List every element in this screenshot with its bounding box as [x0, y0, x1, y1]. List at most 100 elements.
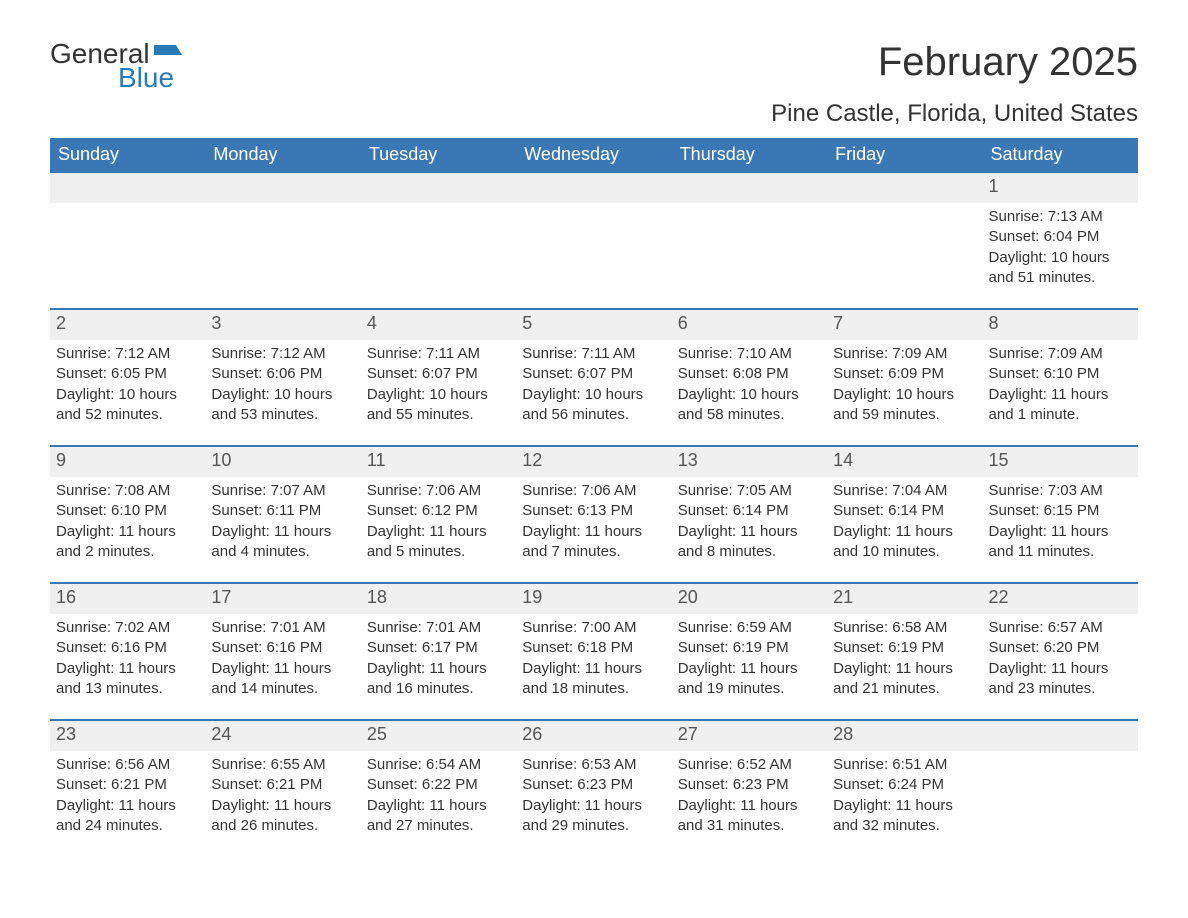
day1-text: Daylight: 11 hours [211, 522, 354, 542]
page-title: February 2025 [878, 40, 1138, 85]
sunrise-text: Sunrise: 6:52 AM [678, 755, 821, 775]
daynum-row: 1 [50, 172, 1138, 203]
weekday-header: Wednesday [516, 138, 671, 172]
day1-text: Daylight: 11 hours [678, 796, 821, 816]
weekday-header: Monday [205, 138, 360, 172]
day-number: 28 [827, 720, 982, 751]
day-cell: Sunrise: 6:57 AMSunset: 6:20 PMDaylight:… [983, 614, 1138, 720]
day2-text: and 23 minutes. [989, 679, 1132, 699]
day-cell-content: Sunrise: 7:01 AMSunset: 6:17 PMDaylight:… [367, 614, 510, 699]
day-cell-content: Sunrise: 7:08 AMSunset: 6:10 PMDaylight:… [56, 477, 199, 562]
day-number [983, 720, 1138, 751]
header-row: General Blue February 2025 [50, 40, 1138, 92]
content-row: Sunrise: 6:56 AMSunset: 6:21 PMDaylight:… [50, 751, 1138, 856]
day-number: 1 [983, 172, 1138, 203]
day-cell-content: Sunrise: 7:09 AMSunset: 6:09 PMDaylight:… [833, 340, 976, 425]
sunset-text: Sunset: 6:14 PM [678, 501, 821, 521]
day-number: 25 [361, 720, 516, 751]
day1-text: Daylight: 11 hours [833, 659, 976, 679]
day1-text: Daylight: 11 hours [211, 796, 354, 816]
sunset-text: Sunset: 6:20 PM [989, 638, 1132, 658]
day-number: 4 [361, 309, 516, 340]
day2-text: and 21 minutes. [833, 679, 976, 699]
day-cell: Sunrise: 7:11 AMSunset: 6:07 PMDaylight:… [516, 340, 671, 446]
day-number: 26 [516, 720, 671, 751]
day-number: 16 [50, 583, 205, 614]
sunrise-text: Sunrise: 7:07 AM [211, 481, 354, 501]
day2-text: and 58 minutes. [678, 405, 821, 425]
day-number [205, 172, 360, 203]
sunrise-text: Sunrise: 7:06 AM [522, 481, 665, 501]
day1-text: Daylight: 11 hours [367, 796, 510, 816]
day-cell [205, 203, 360, 309]
day2-text: and 55 minutes. [367, 405, 510, 425]
sunrise-text: Sunrise: 7:10 AM [678, 344, 821, 364]
sunset-text: Sunset: 6:16 PM [56, 638, 199, 658]
day1-text: Daylight: 11 hours [989, 385, 1132, 405]
weekday-header: Sunday [50, 138, 205, 172]
day-number: 14 [827, 446, 982, 477]
day-number [361, 172, 516, 203]
sunrise-text: Sunrise: 7:00 AM [522, 618, 665, 638]
sunset-text: Sunset: 6:22 PM [367, 775, 510, 795]
day-cell-content: Sunrise: 6:52 AMSunset: 6:23 PMDaylight:… [678, 751, 821, 836]
day-cell: Sunrise: 6:59 AMSunset: 6:19 PMDaylight:… [672, 614, 827, 720]
day-cell: Sunrise: 6:56 AMSunset: 6:21 PMDaylight:… [50, 751, 205, 856]
sunset-text: Sunset: 6:19 PM [833, 638, 976, 658]
day2-text: and 1 minute. [989, 405, 1132, 425]
sunset-text: Sunset: 6:15 PM [989, 501, 1132, 521]
day-number: 20 [672, 583, 827, 614]
day-cell: Sunrise: 7:04 AMSunset: 6:14 PMDaylight:… [827, 477, 982, 583]
day1-text: Daylight: 11 hours [522, 796, 665, 816]
day-cell [361, 203, 516, 309]
sunrise-text: Sunrise: 6:54 AM [367, 755, 510, 775]
day-cell [672, 203, 827, 309]
day-cell-content: Sunrise: 6:51 AMSunset: 6:24 PMDaylight:… [833, 751, 976, 836]
day-cell: Sunrise: 7:02 AMSunset: 6:16 PMDaylight:… [50, 614, 205, 720]
sunset-text: Sunset: 6:19 PM [678, 638, 821, 658]
day-number: 24 [205, 720, 360, 751]
day-cell-content: Sunrise: 7:13 AMSunset: 6:04 PMDaylight:… [989, 203, 1132, 288]
day2-text: and 8 minutes. [678, 542, 821, 562]
day2-text: and 24 minutes. [56, 816, 199, 836]
day-number: 11 [361, 446, 516, 477]
day1-text: Daylight: 11 hours [522, 659, 665, 679]
daynum-row: 9101112131415 [50, 446, 1138, 477]
weekday-header: Thursday [672, 138, 827, 172]
sunset-text: Sunset: 6:05 PM [56, 364, 199, 384]
sunrise-text: Sunrise: 6:55 AM [211, 755, 354, 775]
day-number: 8 [983, 309, 1138, 340]
day2-text: and 52 minutes. [56, 405, 199, 425]
daynum-row: 2345678 [50, 309, 1138, 340]
sunset-text: Sunset: 6:16 PM [211, 638, 354, 658]
sunset-text: Sunset: 6:21 PM [56, 775, 199, 795]
sunrise-text: Sunrise: 7:08 AM [56, 481, 199, 501]
day-cell [50, 203, 205, 309]
day1-text: Daylight: 11 hours [833, 796, 976, 816]
day-cell: Sunrise: 7:13 AMSunset: 6:04 PMDaylight:… [983, 203, 1138, 309]
day2-text: and 2 minutes. [56, 542, 199, 562]
sunrise-text: Sunrise: 7:13 AM [989, 207, 1132, 227]
day-cell-content: Sunrise: 7:03 AMSunset: 6:15 PMDaylight:… [989, 477, 1132, 562]
day-cell-content: Sunrise: 6:58 AMSunset: 6:19 PMDaylight:… [833, 614, 976, 699]
sunset-text: Sunset: 6:11 PM [211, 501, 354, 521]
day2-text: and 10 minutes. [833, 542, 976, 562]
logo: General Blue [50, 40, 182, 92]
day-number: 7 [827, 309, 982, 340]
calendar-table: Sunday Monday Tuesday Wednesday Thursday… [50, 138, 1138, 856]
day-cell-content: Sunrise: 7:06 AMSunset: 6:12 PMDaylight:… [367, 477, 510, 562]
logo-word2: Blue [118, 64, 174, 92]
day-cell-content: Sunrise: 7:01 AMSunset: 6:16 PMDaylight:… [211, 614, 354, 699]
weekday-header: Tuesday [361, 138, 516, 172]
sunrise-text: Sunrise: 7:01 AM [211, 618, 354, 638]
sunrise-text: Sunrise: 6:53 AM [522, 755, 665, 775]
weekday-header: Friday [827, 138, 982, 172]
weekday-header-row: Sunday Monday Tuesday Wednesday Thursday… [50, 138, 1138, 172]
day-cell-content: Sunrise: 7:07 AMSunset: 6:11 PMDaylight:… [211, 477, 354, 562]
day1-text: Daylight: 11 hours [367, 522, 510, 542]
day-cell: Sunrise: 7:01 AMSunset: 6:16 PMDaylight:… [205, 614, 360, 720]
day-cell-content: Sunrise: 6:54 AMSunset: 6:22 PMDaylight:… [367, 751, 510, 836]
location-subtitle: Pine Castle, Florida, United States [50, 100, 1138, 128]
day1-text: Daylight: 11 hours [678, 659, 821, 679]
sunset-text: Sunset: 6:23 PM [522, 775, 665, 795]
